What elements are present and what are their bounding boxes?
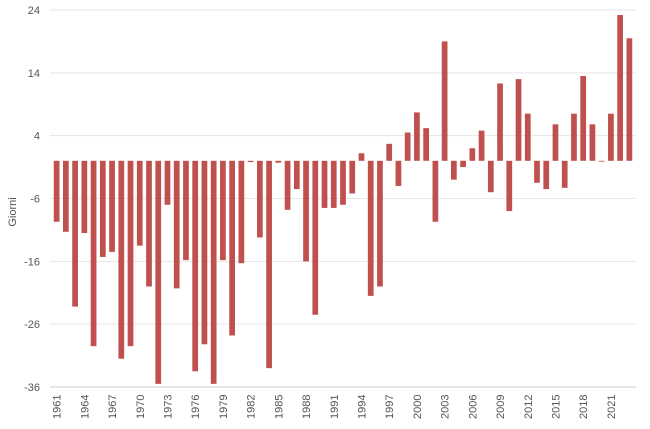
x-tick-label: 2021 [606,395,618,419]
bar-2019[interactable] [589,124,596,161]
bar-1982[interactable] [247,160,254,163]
bar-2008[interactable] [487,160,494,193]
x-tick-label: 1982 [246,395,258,419]
y-tick-label: -36 [24,382,40,394]
x-tick-label: 2018 [578,395,590,419]
x-tick-label: 1985 [273,395,285,419]
bar-1963[interactable] [72,160,78,307]
bar-1979[interactable] [220,160,226,261]
bars [53,15,633,384]
bar-2005[interactable] [460,160,466,168]
bar-1965[interactable] [90,160,97,347]
bar-1997[interactable] [386,143,393,161]
bar-1989[interactable] [312,160,319,315]
y-tick-label: -6 [30,194,40,206]
bar-1972[interactable] [155,160,162,384]
bar-2011[interactable] [515,79,522,161]
x-tick-label: 1973 [162,395,174,419]
bar-2022[interactable] [617,15,624,161]
bar-1977[interactable] [201,160,208,345]
y-tick-label: -16 [24,256,40,268]
bar-1987[interactable] [293,160,300,190]
bar-2015[interactable] [552,124,559,161]
bar-1991[interactable] [330,160,337,208]
bar-2023[interactable] [626,38,633,161]
bar-1974[interactable] [173,160,180,289]
bar-1995[interactable] [367,160,374,296]
bar-2003[interactable] [441,41,448,161]
bar-2016[interactable] [561,160,568,188]
x-tick-label: 2009 [495,395,507,419]
bar-2013[interactable] [534,160,540,183]
x-tick-label: 1991 [329,395,341,419]
bar-1962[interactable] [62,160,69,232]
bar-1961[interactable] [53,160,60,222]
bar-2002[interactable] [432,160,439,222]
bar-2012[interactable] [524,113,531,161]
y-axis-ticks: 24 14 4 -6 -16 -26 -36 [24,5,40,394]
bar-2017[interactable] [571,113,577,161]
bar-2000[interactable] [414,112,420,161]
bar-1975[interactable] [183,160,189,261]
y-axis-label: Giorni [7,197,19,226]
x-tick-label: 2003 [440,395,452,419]
x-tick-label: 2000 [412,395,424,419]
x-axis-ticks: 1961 1964 1967 1970 1973 1976 1979 1982 1985 1988… [52,395,618,419]
y-tick-label: 24 [28,5,40,17]
bar-2009[interactable] [497,83,503,161]
bar-2018[interactable] [580,75,587,161]
x-tick-label: 2015 [550,395,562,419]
bar-1978[interactable] [210,160,217,384]
bar-1993[interactable] [349,160,356,194]
bar-1968[interactable] [118,160,125,359]
bar-1969[interactable] [127,160,134,347]
bar-2006[interactable] [469,148,476,161]
y-tick-label: 4 [34,131,40,143]
bar-1986[interactable] [284,160,291,210]
bar-2010[interactable] [506,160,513,212]
bar-1981[interactable] [238,160,245,264]
x-tick-label: 1988 [301,395,313,419]
bar-1994[interactable] [358,153,365,161]
bar-2014[interactable] [543,160,550,190]
bar-2001[interactable] [423,128,430,161]
x-tick-label: 1994 [356,395,368,419]
bar-1988[interactable] [303,160,309,262]
bar-1983[interactable] [256,160,263,238]
x-tick-label: 2012 [523,395,535,419]
bar-2004[interactable] [450,160,457,180]
x-tick-label: 1997 [384,395,396,419]
y-tick-label: 14 [28,68,40,80]
bar-1996[interactable] [377,160,383,287]
x-tick-label: 1967 [107,395,119,419]
x-tick-label: 1976 [190,395,202,419]
bar-1980[interactable] [229,160,236,336]
bar-1966[interactable] [99,160,106,257]
y-tick-label: -26 [24,319,40,331]
bar-1976[interactable] [192,160,199,372]
x-tick-label: 2006 [467,395,479,419]
bar-1984[interactable] [266,160,272,369]
bar-1998[interactable] [395,160,402,186]
bar-1992[interactable] [340,160,346,205]
x-tick-label: 1961 [52,395,64,419]
bar-1964[interactable] [81,160,88,234]
x-tick-label: 1964 [79,395,91,419]
x-tick-label: 1970 [135,395,147,419]
bar-1967[interactable] [109,160,115,252]
bar-1971[interactable] [146,160,152,287]
x-tick-label: 1979 [218,395,230,419]
bar-1985[interactable] [275,160,282,163]
bar-1973[interactable] [164,160,171,205]
bar-1990[interactable] [321,160,328,208]
bar-1970[interactable] [136,160,143,246]
bar-1999[interactable] [404,132,411,161]
bar-2007[interactable] [478,130,485,161]
bar-2020[interactable] [598,160,605,162]
bar-2021[interactable] [608,113,614,161]
